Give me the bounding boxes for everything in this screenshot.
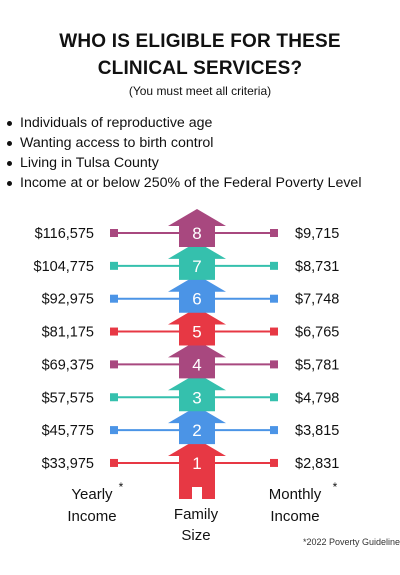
monthly-asterisk: * <box>333 480 338 494</box>
monthly-income-label: Monthly <box>269 486 322 503</box>
connector-end-square <box>270 360 278 369</box>
family-size-arrow <box>168 241 226 280</box>
yearly-income-value: $116,575 <box>35 226 94 242</box>
monthly-income-value: $5,781 <box>295 357 339 373</box>
connector-end-square <box>110 229 118 237</box>
connector-end-square <box>270 426 278 435</box>
criteria-list: Individuals of reproductive age Wanting … <box>6 113 361 193</box>
connector-end-square <box>110 360 118 369</box>
family-size-number: 1 <box>192 454 201 473</box>
family-size-arrow <box>168 340 226 379</box>
monthly-income-value: $3,815 <box>295 423 339 439</box>
footnote: *2022 Poverty Guideline <box>302 537 400 547</box>
monthly-income-value: $2,831 <box>295 456 339 472</box>
connector-end-square <box>270 327 278 336</box>
yearly-income-label: Income <box>67 508 116 525</box>
connector-end-square <box>270 261 278 270</box>
connector-end-square <box>110 327 118 336</box>
family-size-number: 6 <box>192 290 201 309</box>
monthly-income-value: $6,765 <box>295 325 339 341</box>
connector-end-square <box>110 458 118 467</box>
family-size-label: Size <box>181 527 210 544</box>
connector-end-square <box>110 426 118 435</box>
family-size-number: 7 <box>192 257 201 276</box>
criteria-item: Income at or below 250% of the Federal P… <box>6 173 361 193</box>
monthly-income-value: $9,715 <box>295 226 339 242</box>
monthly-income-label: Income <box>270 508 319 525</box>
connector-end-square <box>270 458 278 467</box>
yearly-income-label: Yearly <box>71 486 113 503</box>
connector-end-square <box>110 294 118 303</box>
yearly-income-value: $33,975 <box>42 456 94 472</box>
title-line-1: WHO IS ELIGIBLE FOR THESE <box>59 31 341 52</box>
family-size-arrow <box>168 274 226 313</box>
page-title: WHO IS ELIGIBLE FOR THESE CLINICAL SERVI… <box>0 28 400 82</box>
family-size-arrow <box>168 438 226 499</box>
title-line-2: CLINICAL SERVICES? <box>97 58 303 79</box>
family-size-number: 8 <box>192 224 201 243</box>
yearly-asterisk: * <box>119 480 124 494</box>
family-size-arrow <box>168 209 226 247</box>
connector-end-square <box>270 229 278 237</box>
yearly-income-value: $104,775 <box>34 259 94 275</box>
criteria-item: Wanting access to birth control <box>6 133 361 153</box>
criteria-item: Individuals of reproductive age <box>6 113 361 133</box>
subtitle: (You must meet all criteria) <box>128 84 272 98</box>
yearly-income-value: $45,775 <box>42 423 94 439</box>
yearly-income-value: $57,575 <box>42 390 94 406</box>
yearly-income-value: $69,375 <box>42 357 94 373</box>
monthly-income-value: $4,798 <box>295 390 339 406</box>
connector-end-square <box>110 261 118 270</box>
monthly-income-value: $7,748 <box>295 292 339 308</box>
family-size-label: Family <box>174 506 219 523</box>
family-size-arrow <box>168 307 226 346</box>
yearly-income-value: $92,975 <box>42 292 94 308</box>
family-size-number: 4 <box>192 355 201 374</box>
family-size-number: 2 <box>192 421 201 440</box>
criteria-item: Living in Tulsa County <box>6 153 361 173</box>
family-size-arrow <box>168 373 226 412</box>
connector-end-square <box>270 294 278 303</box>
family-size-number: 5 <box>192 323 201 342</box>
family-size-number: 3 <box>192 388 201 407</box>
monthly-income-value: $8,731 <box>295 259 339 275</box>
family-size-arrow <box>168 406 226 445</box>
connector-end-square <box>110 393 118 402</box>
yearly-income-value: $81,175 <box>42 325 94 341</box>
connector-end-square <box>270 393 278 402</box>
